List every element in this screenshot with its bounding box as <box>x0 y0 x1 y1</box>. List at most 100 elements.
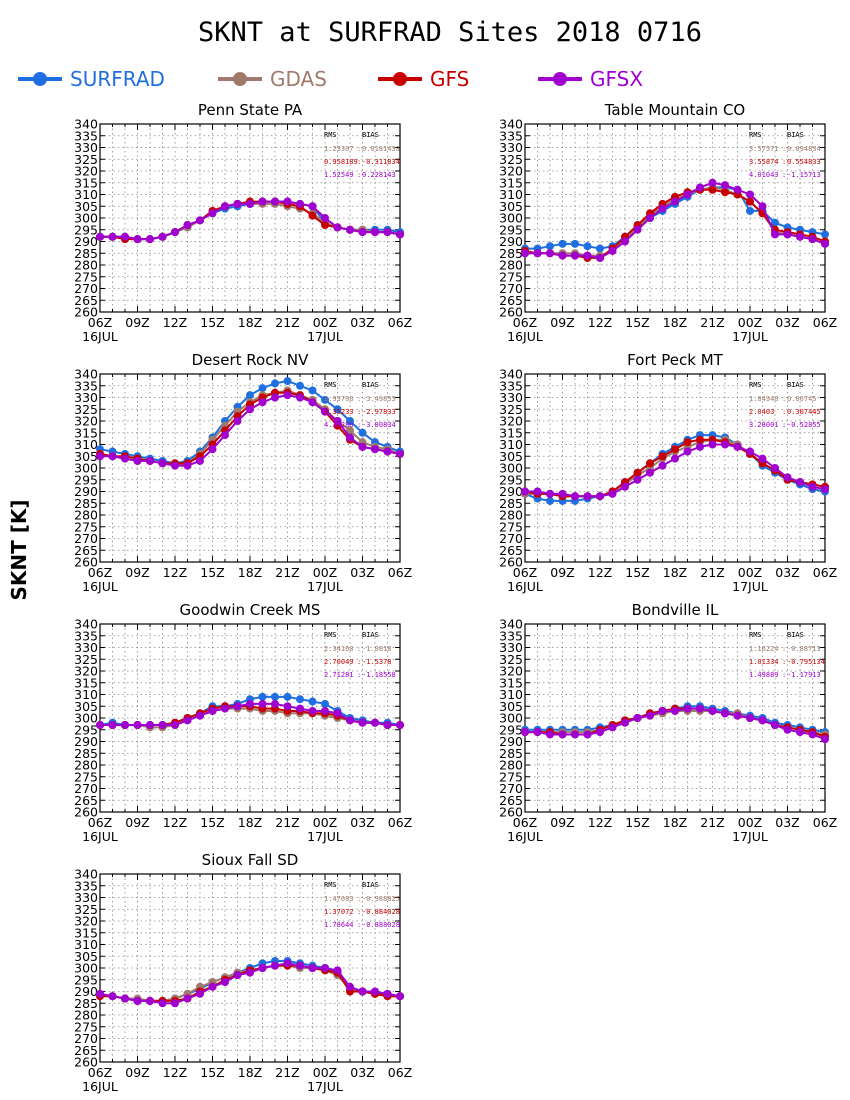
data-point-gfsx <box>696 704 704 713</box>
x-tick-label: 06Z <box>388 1065 412 1080</box>
data-point-gfsx <box>521 487 529 496</box>
x-tick-label: 21Z <box>275 1065 299 1080</box>
data-point-gfsx <box>358 718 367 727</box>
stat-separator: : <box>782 171 786 179</box>
data-point-gfsx <box>108 992 117 1001</box>
legend-marker-gfsx <box>553 72 567 86</box>
y-tick-label: 340 <box>499 367 523 382</box>
data-point-gfsx <box>383 989 392 998</box>
y-tick-label: 260 <box>499 805 523 820</box>
stat-bias: 0.228143 <box>362 171 396 179</box>
data-point-gfsx <box>208 982 217 991</box>
data-point-gfs <box>696 435 704 444</box>
y-tick-label: 310 <box>74 187 98 202</box>
data-point-gfsx <box>683 447 692 456</box>
y-tick-label: 290 <box>499 734 523 749</box>
data-point-gfsx <box>296 393 304 402</box>
stat-bias: -1.15713 <box>787 171 821 179</box>
y-tick-label: 305 <box>74 199 98 214</box>
data-point-gfsx <box>621 482 629 491</box>
data-point-gfsx <box>821 239 829 248</box>
data-point-gfsx <box>646 214 654 222</box>
data-point-gfsx <box>708 178 717 187</box>
data-point-gfs <box>721 188 729 197</box>
data-point-gfsx <box>646 468 654 477</box>
stats-header-bias: BIAS <box>787 631 804 639</box>
y-tick-label: 340 <box>499 617 523 632</box>
y-tick-label: 305 <box>74 449 98 464</box>
data-point-gfsx <box>158 232 167 241</box>
stat-rms: 4.01043 <box>749 171 779 179</box>
date-label: 17JUL <box>307 329 343 344</box>
y-tick-label: 275 <box>74 269 98 284</box>
legend-label-gfsx: GFSX <box>590 67 643 91</box>
data-point-surfrad <box>271 692 279 701</box>
x-tick-label: 18Z <box>238 1065 262 1080</box>
y-tick-label: 295 <box>74 222 98 237</box>
data-point-gfsx <box>783 473 792 482</box>
panel-1: Penn State PA 260265270275280285290295300… <box>74 101 412 344</box>
y-tick-label: 285 <box>499 246 523 261</box>
y-tick-label: 265 <box>74 793 98 808</box>
y-tick-label: 335 <box>499 128 523 143</box>
stats-header-rms: RMS <box>749 631 762 639</box>
y-tick-label: 320 <box>499 414 523 429</box>
y-tick-label: 290 <box>74 984 98 999</box>
y-tick-label: 330 <box>74 390 98 405</box>
y-tick-label: 300 <box>499 711 523 726</box>
data-point-gfsx <box>158 459 167 468</box>
x-tick-label: 09Z <box>125 815 149 830</box>
data-point-gfs <box>646 459 654 468</box>
stat-separator: : <box>782 645 786 653</box>
data-point-gfs <box>308 211 317 220</box>
legend-label-gfs: GFS <box>430 67 469 91</box>
x-tick-label: 06Z <box>513 315 537 330</box>
y-tick-label: 275 <box>499 269 523 284</box>
stat-separator: : <box>782 671 786 679</box>
data-point-gfsx <box>321 706 329 715</box>
data-point-gfsx <box>258 964 267 972</box>
x-tick-label: 00Z <box>313 315 337 330</box>
data-point-gfsx <box>296 199 304 208</box>
data-point-gfsx <box>96 452 104 461</box>
data-point-gfsx <box>671 454 679 463</box>
data-point-gfs <box>321 221 329 230</box>
stat-bias: 0.554833 <box>787 158 821 166</box>
y-tick-label: 325 <box>74 402 98 417</box>
stat-bias: -1.5378 <box>362 658 392 666</box>
y-tick-label: 335 <box>74 878 98 893</box>
data-point-gfsx <box>558 489 567 498</box>
y-tick-label: 315 <box>74 175 98 190</box>
data-point-gfsx <box>783 230 792 239</box>
y-tick-label: 315 <box>499 425 523 440</box>
x-tick-label: 12Z <box>163 315 187 330</box>
stats-header-bias: BIAS <box>362 631 379 639</box>
data-point-gfsx <box>771 721 779 730</box>
y-tick-label: 270 <box>74 1031 98 1046</box>
data-point-gfsx <box>296 704 304 713</box>
y-tick-label: 280 <box>74 508 98 523</box>
data-point-gfsx <box>321 964 329 972</box>
data-point-gfsx <box>558 251 567 260</box>
x-tick-label: 06Z <box>88 315 112 330</box>
panel-title: Bondville IL <box>632 601 719 619</box>
stat-rms: 3.55874 <box>749 158 779 166</box>
x-tick-label: 12Z <box>163 815 187 830</box>
stat-separator: : <box>357 908 361 916</box>
x-tick-label: 21Z <box>275 565 299 580</box>
x-tick-label: 03Z <box>350 315 374 330</box>
x-tick-label: 09Z <box>550 565 574 580</box>
stat-bias: -0.795134 <box>787 658 825 666</box>
y-tick-label: 295 <box>499 722 523 737</box>
x-tick-label: 00Z <box>313 1065 337 1080</box>
data-point-gfsx <box>133 235 142 244</box>
x-tick-label: 06Z <box>88 565 112 580</box>
stat-separator: : <box>357 671 361 679</box>
data-point-gfs <box>633 468 642 477</box>
stats-header-rms: RMS <box>324 381 337 389</box>
x-tick-label: 12Z <box>588 815 612 830</box>
legend-marker-surfrad <box>33 72 47 86</box>
data-point-gfsx <box>383 228 392 237</box>
data-point-gfsx <box>258 398 267 407</box>
data-point-gfsx <box>308 964 317 972</box>
